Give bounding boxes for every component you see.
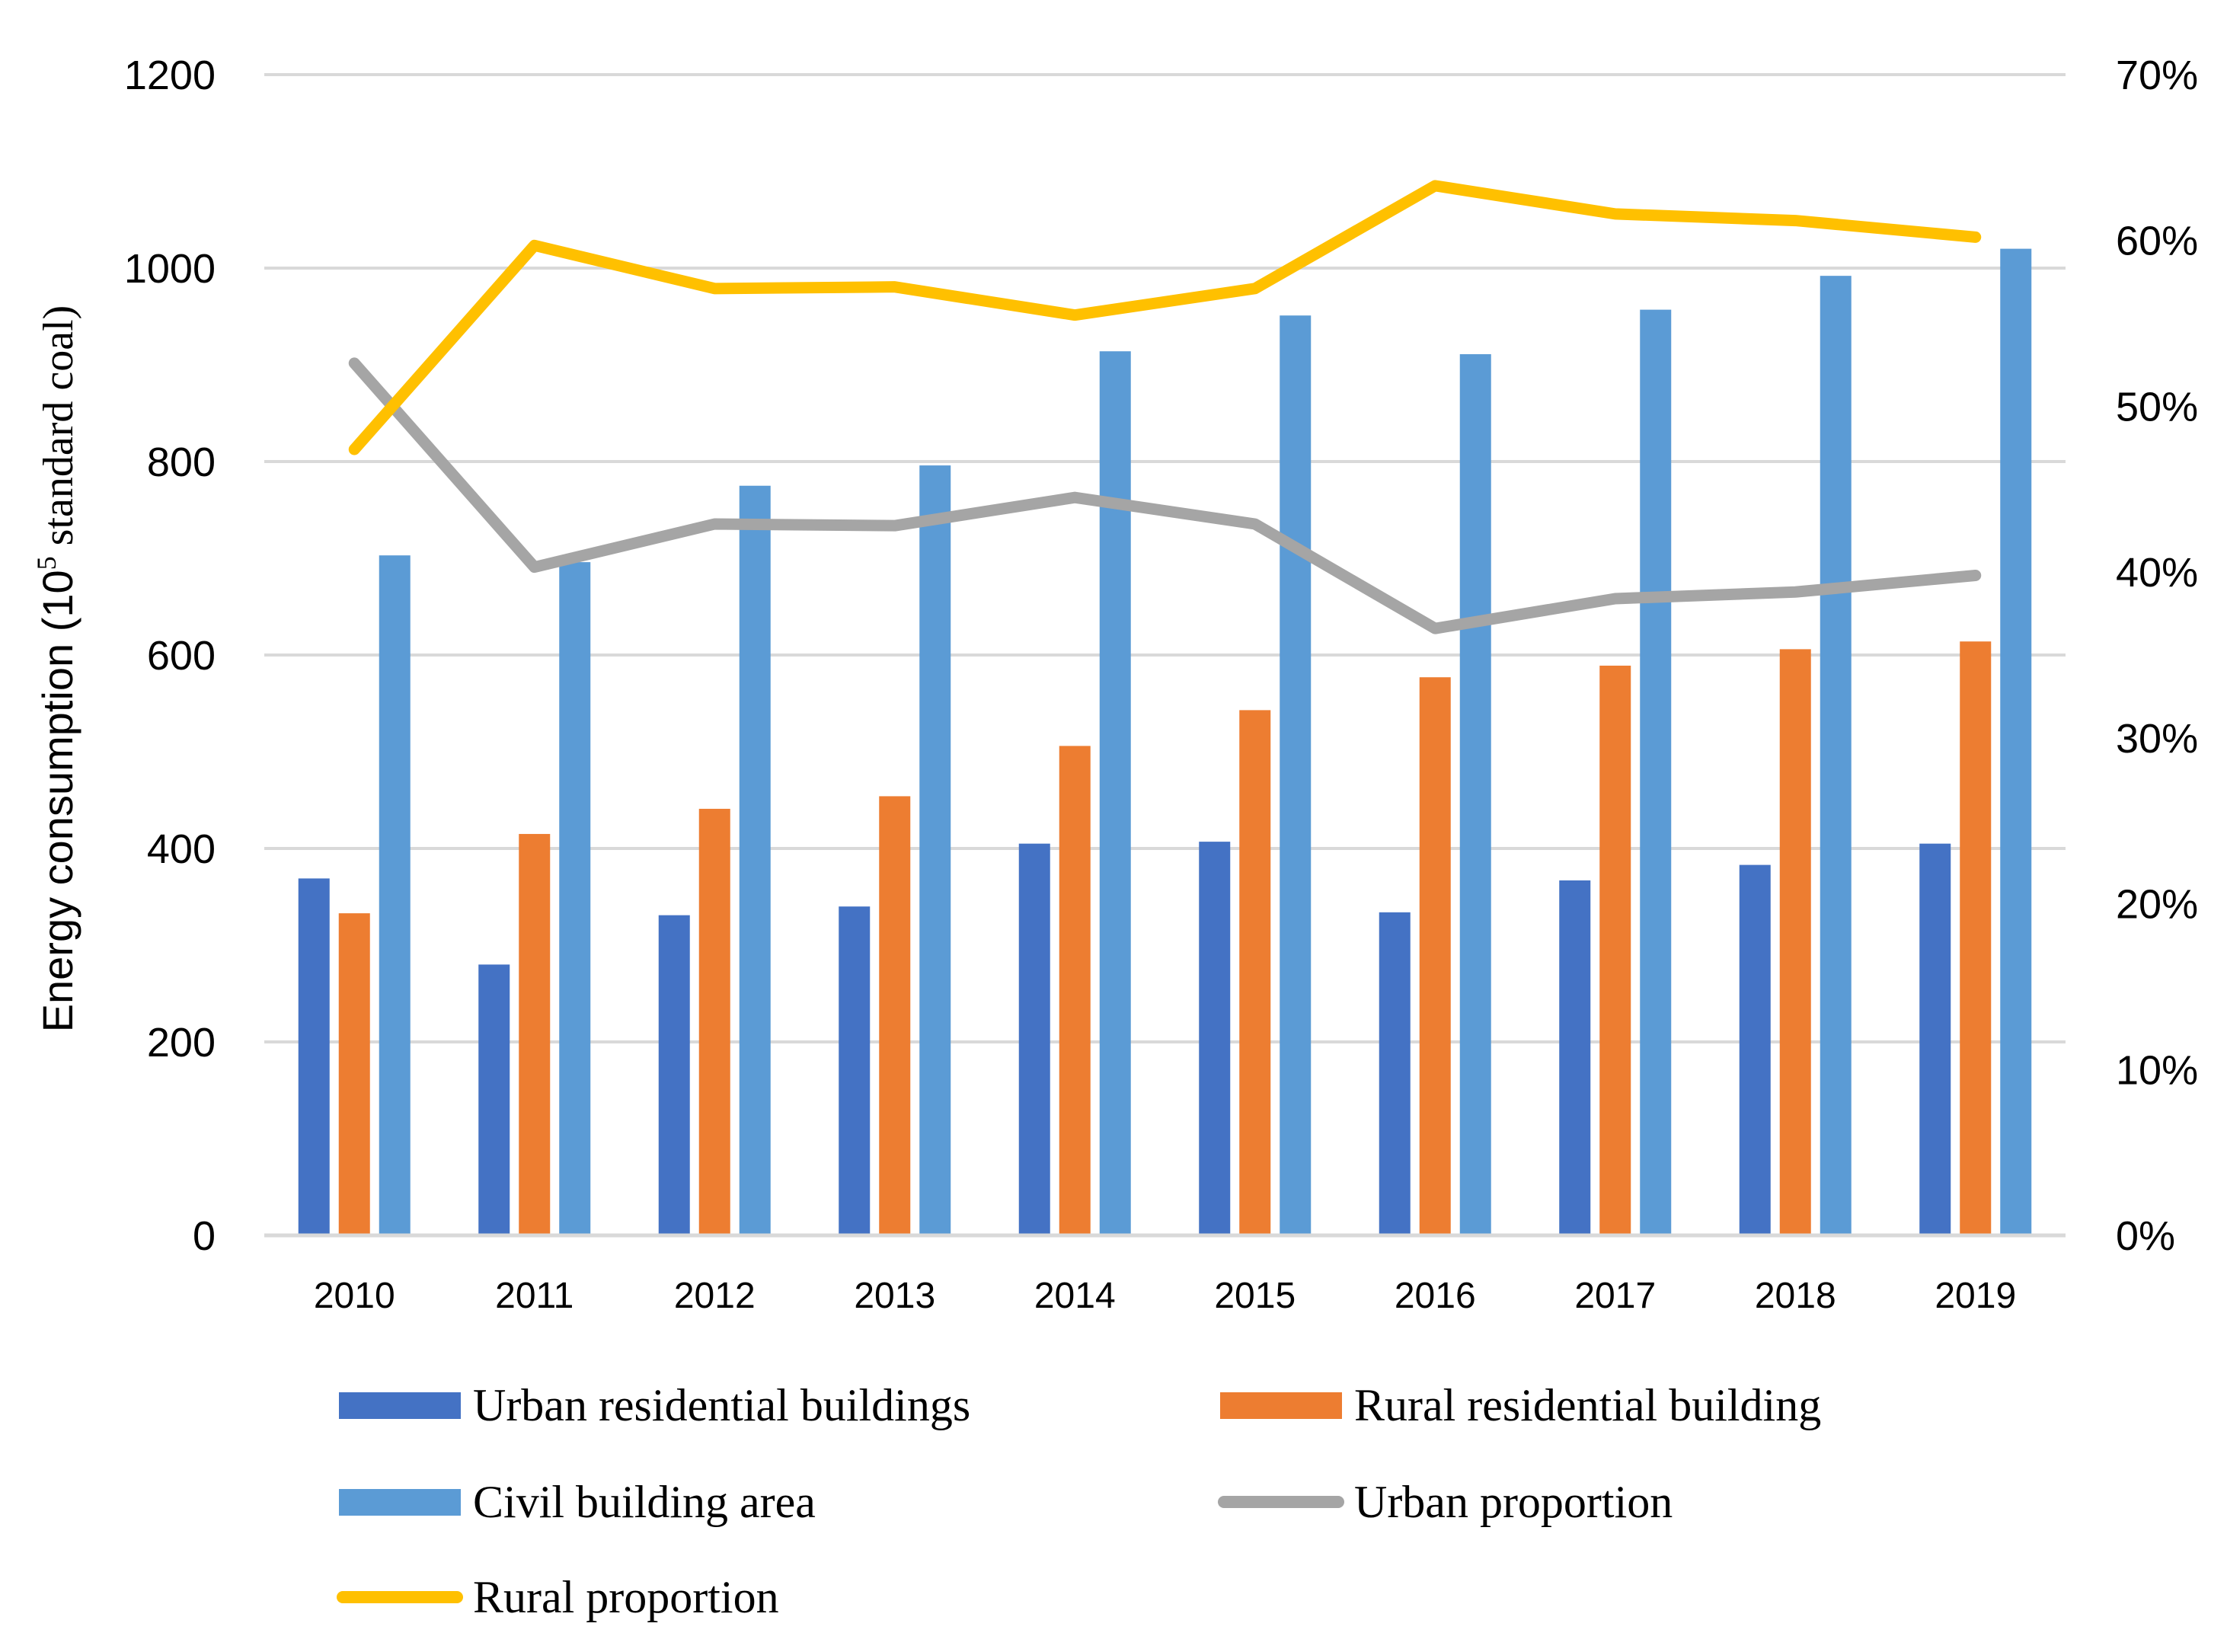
y2-tick-label: 40% xyxy=(2116,550,2198,596)
x-tick-label: 2017 xyxy=(1574,1276,1656,1316)
bar xyxy=(879,796,911,1235)
x-tick-label: 2011 xyxy=(495,1276,574,1316)
x-tick-label: 2010 xyxy=(314,1276,395,1316)
y-tick-label: 400 xyxy=(147,826,216,872)
bar xyxy=(1459,354,1491,1235)
bar xyxy=(1640,309,1672,1235)
bar xyxy=(298,878,330,1235)
bar xyxy=(1559,880,1591,1235)
bar xyxy=(658,915,690,1235)
legend-label: Rural proportion xyxy=(473,1572,779,1622)
x-tick-label: 2019 xyxy=(1935,1276,2016,1316)
series-line xyxy=(348,357,1982,634)
axes: 0 200 400 600 800 1000 1200 0% 10% 20% 30% 40% 50% 60… xyxy=(124,53,2198,1316)
bar xyxy=(1820,276,1852,1235)
y2-tick-label: 0% xyxy=(2116,1213,2175,1259)
x-tick-label: 2012 xyxy=(674,1276,756,1316)
y-tick-label: 1000 xyxy=(124,246,216,292)
y-axis-title: Energy consumption (105 standard coal) xyxy=(31,305,82,1033)
bar xyxy=(1099,351,1131,1236)
y2-tick-label: 20% xyxy=(2116,882,2198,928)
legend-label: Urban proportion xyxy=(1354,1477,1673,1527)
line-series xyxy=(348,180,1982,634)
x-tick-label: 2013 xyxy=(854,1276,935,1316)
x-tick-label: 2016 xyxy=(1395,1276,1476,1316)
legend: Urban residential buildings Rural residen… xyxy=(337,1380,1821,1622)
x-tick-label: 2014 xyxy=(1034,1276,1116,1316)
y2-tick-label: 30% xyxy=(2116,716,2198,762)
y-tick-label: 600 xyxy=(147,633,216,679)
bar xyxy=(1739,864,1771,1235)
bar xyxy=(379,555,411,1235)
y2-tick-label: 10% xyxy=(2116,1047,2198,1093)
bar xyxy=(1239,710,1271,1235)
bar xyxy=(698,808,730,1235)
bar xyxy=(739,485,771,1235)
y2-tick-label: 50% xyxy=(2116,384,2198,430)
legend-item: Civil building area xyxy=(339,1477,816,1527)
bar xyxy=(919,465,951,1235)
legend-item: Rural residential building xyxy=(1220,1380,1821,1430)
x-tick-label: 2018 xyxy=(1755,1276,1836,1316)
bar xyxy=(1599,665,1631,1235)
y2-tick-label: 60% xyxy=(2116,219,2198,264)
bar xyxy=(519,833,551,1235)
legend-item: Urban residential buildings xyxy=(339,1380,970,1430)
bar xyxy=(1199,842,1231,1235)
bar xyxy=(1379,912,1411,1235)
legend-label: Rural residential building xyxy=(1354,1380,1821,1430)
y-tick-label: 800 xyxy=(147,439,216,485)
y2-tick-label: 70% xyxy=(2116,53,2198,98)
bar xyxy=(1419,677,1451,1235)
legend-item: Rural proportion xyxy=(337,1572,779,1622)
legend-swatch xyxy=(339,1392,461,1419)
y-axis-title-prefix: Energy consumption (10 xyxy=(34,570,81,1032)
legend-label: Civil building area xyxy=(473,1477,816,1527)
bar xyxy=(559,562,591,1235)
y-axis-title-suffix: standard coal) xyxy=(35,305,82,557)
bar xyxy=(1779,649,1811,1235)
bar xyxy=(1960,641,1992,1235)
y-tick-label: 200 xyxy=(147,1020,216,1066)
x-tick-label: 2015 xyxy=(1214,1276,1296,1316)
series-line xyxy=(348,180,1982,455)
bar xyxy=(1059,746,1091,1235)
y-tick-label: 0 xyxy=(193,1213,216,1259)
legend-swatch xyxy=(1220,1392,1342,1419)
legend-label: Urban residential buildings xyxy=(473,1380,970,1430)
bar xyxy=(338,913,370,1235)
y-tick-label: 1200 xyxy=(124,53,216,98)
legend-item: Urban proportion xyxy=(1218,1477,1673,1527)
legend-swatch xyxy=(339,1489,461,1516)
y-axis-title-superscript: 5 xyxy=(31,556,62,570)
bar xyxy=(839,906,871,1235)
bar xyxy=(1919,843,1951,1235)
bar xyxy=(478,964,510,1235)
bar xyxy=(1280,315,1312,1236)
bar xyxy=(1018,843,1050,1235)
bar-series xyxy=(298,248,2032,1236)
bar xyxy=(2000,248,2032,1236)
